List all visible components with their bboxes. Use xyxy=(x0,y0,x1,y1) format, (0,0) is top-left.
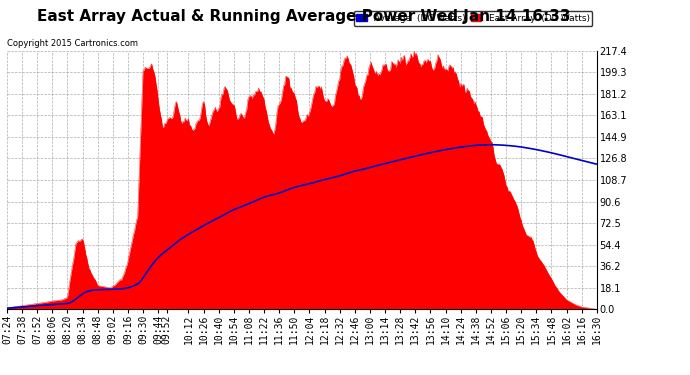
Text: Copyright 2015 Cartronics.com: Copyright 2015 Cartronics.com xyxy=(7,39,138,48)
Legend: Average  (DC Watts), East Array  (DC Watts): Average (DC Watts), East Array (DC Watts… xyxy=(354,11,592,26)
Text: East Array Actual & Running Average Power Wed Jan 14 16:33: East Array Actual & Running Average Powe… xyxy=(37,9,571,24)
